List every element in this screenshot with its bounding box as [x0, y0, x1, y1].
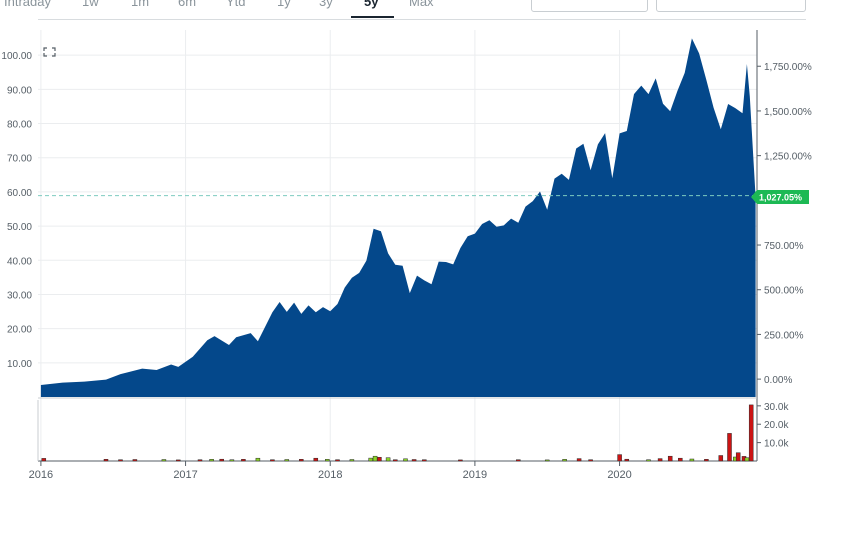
- volume-bar: [176, 459, 181, 462]
- price-tick-label: 100.00: [1, 51, 32, 62]
- volume-bar: [562, 459, 567, 462]
- volume-bar: [368, 457, 373, 462]
- volume-bar: [270, 459, 275, 462]
- x-tick-label: 2017: [173, 469, 197, 481]
- volume-bar: [313, 457, 319, 462]
- tab-max[interactable]: Max: [409, 0, 434, 9]
- volume-bar: [132, 459, 138, 462]
- tab-intraday[interactable]: Intraday: [4, 0, 51, 9]
- price-area: [40, 38, 756, 398]
- price-tick-label: 80.00: [7, 120, 32, 131]
- price-tick-label: 40.00: [7, 256, 32, 267]
- volume-bar: [646, 459, 651, 462]
- date-to-field[interactable]: [656, 0, 806, 12]
- volume-bar: [718, 455, 724, 462]
- volume-bar: [588, 459, 593, 462]
- volume-bar: [229, 459, 235, 462]
- volume-bar: [299, 459, 304, 462]
- current-change-label: 1,027.05%: [759, 193, 802, 203]
- price-tick-label: 90.00: [7, 85, 32, 96]
- percent-tick-label: 1,500.00%: [764, 107, 812, 118]
- volume-tick-label: 30.0k: [764, 402, 789, 413]
- volume-bar: [393, 459, 398, 462]
- price-tick-label: 20.00: [7, 325, 32, 336]
- volume-bar: [349, 459, 355, 462]
- volume-axis: 10.0k 20.0k 30.0k: [757, 402, 789, 450]
- date-from-field[interactable]: [531, 0, 648, 12]
- x-tick-label: 2020: [607, 469, 631, 481]
- tab-6m[interactable]: 6m: [178, 0, 197, 9]
- volume-bar: [411, 459, 417, 462]
- tab-5y[interactable]: 5y: [364, 0, 379, 9]
- volume-bar: [372, 455, 378, 462]
- volume-bar: [197, 459, 203, 462]
- volume-bar: [385, 457, 391, 462]
- volume-bar: [219, 458, 224, 462]
- volume-bar: [617, 454, 622, 462]
- toolbar-divider: [38, 19, 806, 20]
- volume-bar: [678, 457, 683, 462]
- price-tick-label: 70.00: [7, 154, 32, 165]
- volume-bar: [748, 404, 754, 462]
- volume-bar: [422, 459, 427, 462]
- price-tick-label: 50.00: [7, 222, 32, 233]
- percent-axis: 0.00% 250.00% 500.00% 750.00% 1,250.00% 1,500…: [757, 62, 812, 386]
- volume-bar: [544, 459, 550, 462]
- tab-1w[interactable]: 1w: [82, 0, 99, 9]
- current-change-badge: 1,027.05%: [751, 190, 809, 205]
- price-tick-label: 60.00: [7, 188, 32, 199]
- volume-bar: [704, 459, 709, 462]
- volume-tick-label: 10.0k: [764, 439, 789, 450]
- volume-bar: [377, 457, 382, 462]
- volume-bar: [209, 459, 214, 462]
- period-tabs: Intraday 1w 1m 6m Ytd 1y 3y 5y Max: [0, 0, 861, 20]
- active-tab-indicator: [351, 16, 394, 18]
- x-tick-label: 2018: [318, 469, 342, 481]
- volume-bars: [41, 404, 754, 462]
- volume-bar: [657, 458, 663, 462]
- volume-tick-label: 20.0k: [764, 420, 789, 431]
- fullscreen-icon[interactable]: [43, 47, 56, 57]
- x-tick-label: 2019: [463, 469, 487, 481]
- date-axis: 2016 2017 2018 2019 2020: [29, 461, 632, 481]
- volume-bar: [744, 457, 750, 462]
- tab-ytd[interactable]: Ytd: [226, 0, 246, 9]
- volume-bar: [516, 459, 521, 462]
- volume-bar: [727, 433, 732, 462]
- volume-bar: [103, 459, 109, 462]
- volume-bar: [241, 459, 246, 462]
- volume-bar: [667, 455, 673, 462]
- percent-tick-label: 250.00%: [764, 330, 804, 341]
- volume-bar: [335, 459, 340, 462]
- volume-bar: [284, 459, 290, 462]
- current-change-badge-shape: [751, 190, 809, 205]
- tab-3y[interactable]: 3y: [319, 0, 333, 9]
- volume-bar: [325, 459, 330, 462]
- volume-bar: [624, 458, 630, 462]
- volume-bar: [161, 459, 167, 462]
- price-tick-label: 30.00: [7, 290, 32, 301]
- percent-tick-label: 750.00%: [764, 241, 804, 252]
- volume-bar: [255, 457, 261, 462]
- tab-1m[interactable]: 1m: [131, 0, 150, 9]
- x-tick-label: 2016: [29, 469, 53, 481]
- tab-1y[interactable]: 1y: [277, 0, 291, 9]
- percent-tick-label: 1,250.00%: [764, 152, 812, 163]
- volume-bar: [118, 459, 123, 462]
- volume-bar: [403, 458, 408, 462]
- volume-bar: [689, 458, 695, 462]
- percent-tick-label: 0.00%: [764, 375, 792, 386]
- percent-tick-label: 1,750.00%: [764, 62, 812, 73]
- price-axis: 10.00 20.00 30.00 40.00 50.00 60.00 70.00 80.00…: [1, 51, 32, 370]
- price-tick-label: 10.00: [7, 359, 32, 370]
- volume-bar: [458, 459, 463, 462]
- volume-bar: [735, 452, 741, 462]
- volume-bar: [41, 458, 47, 462]
- percent-tick-label: 500.00%: [764, 286, 804, 297]
- volume-bar: [576, 458, 582, 462]
